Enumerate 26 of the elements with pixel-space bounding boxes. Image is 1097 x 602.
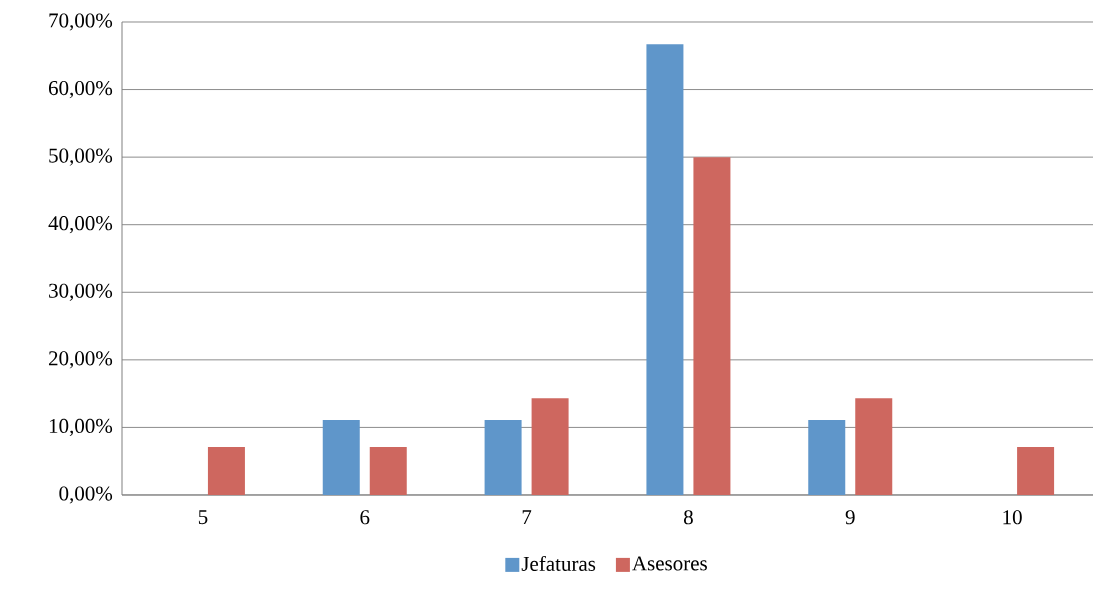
- y-tick-label: 50,00%: [49, 148, 113, 166]
- y-tick-label: 20,00%: [48, 351, 113, 369]
- bar: [484, 419, 522, 495]
- x-tick-label: 5: [198, 510, 208, 525]
- bar: [693, 157, 731, 495]
- bar: [646, 44, 684, 495]
- y-tick-label: 0,00%: [59, 486, 113, 504]
- y-tick-label: 40,00%: [48, 216, 113, 234]
- x-tick-label: 8: [683, 510, 693, 525]
- legend-label: Jefaturas: [521, 555, 596, 571]
- legend-label: Asesores: [632, 556, 707, 571]
- x-tick-label: 6: [360, 510, 370, 525]
- y-tick-label: 60,00%: [48, 80, 113, 99]
- y-tick-label: 70,00%: [49, 13, 113, 31]
- bar: [207, 447, 245, 495]
- bar: [531, 398, 569, 495]
- y-tick-label: 30,00%: [49, 283, 113, 301]
- y-tick-label: 10,00%: [49, 418, 113, 437]
- bar: [808, 419, 846, 495]
- bar: [855, 398, 893, 495]
- bar: [369, 447, 407, 495]
- x-tick-label: 9: [845, 510, 855, 525]
- x-tick-label: 10: [1003, 510, 1022, 525]
- bar: [1017, 447, 1055, 495]
- bar: [322, 419, 360, 495]
- x-tick-label: 7: [522, 510, 532, 524]
